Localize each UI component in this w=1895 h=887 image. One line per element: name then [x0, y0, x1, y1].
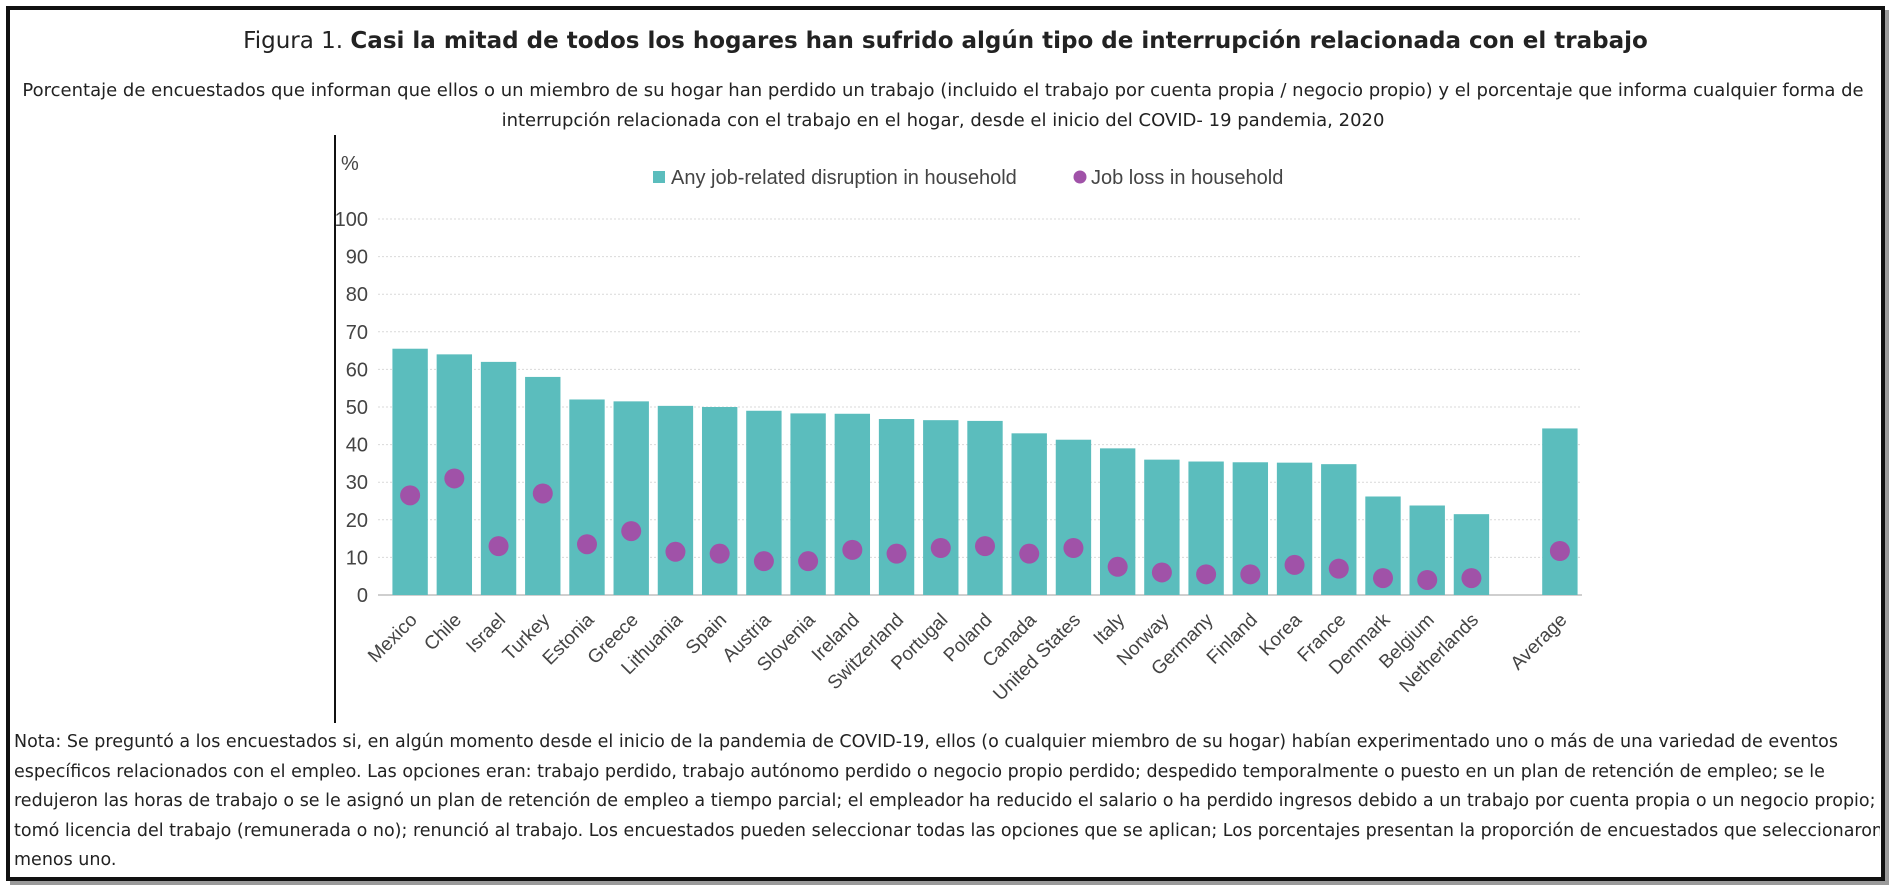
bar-greece: [613, 401, 649, 595]
point-switzerland: [886, 543, 907, 564]
point-netherlands: [1461, 568, 1482, 589]
bar-ireland: [834, 413, 871, 595]
bar-estonia: [569, 399, 605, 595]
note-line: redujeron las horas de trabajo o se le a…: [14, 791, 1876, 811]
point-france: [1328, 558, 1349, 579]
x-tick-label: Chile: [420, 610, 465, 655]
figure-title-bold: Casi la mitad de todos los hogares han s…: [350, 28, 1648, 54]
bar-switzerland: [878, 419, 915, 595]
note-line: específicos relacionados con el empleo. …: [14, 761, 1825, 782]
note-line: tomó licencia del trabajo (remunerada o …: [14, 820, 1880, 841]
legend-swatch-bar: [653, 171, 665, 183]
point-finland: [1240, 564, 1261, 585]
figure-frame: Figura 1. Casi la mitad de todos los hog…: [6, 6, 1885, 881]
x-tick-label: Mexico: [364, 610, 421, 667]
x-tick-label: Finland: [1203, 610, 1262, 669]
point-greece: [621, 521, 642, 542]
point-turkey: [532, 483, 553, 504]
bar-canada: [1011, 433, 1047, 595]
bar-korea: [1276, 462, 1313, 595]
y-tick-label: 50: [346, 397, 368, 419]
legend-swatch-point: [1073, 170, 1087, 184]
point-canada: [1019, 543, 1040, 564]
point-germany: [1196, 564, 1217, 585]
y-tick-label: 40: [346, 435, 368, 457]
point-lithuania: [665, 541, 686, 562]
figure-title-prefix: Figura 1.: [243, 28, 351, 54]
bar-spain: [701, 407, 738, 595]
point-israel: [488, 536, 509, 557]
y-axis-label: %: [341, 153, 359, 175]
note-line: menos uno.: [14, 850, 117, 870]
bar-portugal: [923, 420, 959, 595]
y-tick-label: 30: [346, 472, 368, 494]
y-tick-label: 100: [335, 209, 368, 231]
point-norway: [1151, 562, 1172, 583]
y-tick-label: 90: [346, 247, 368, 269]
legend-label-point: Job loss in household: [1091, 167, 1283, 189]
point-mexico: [400, 485, 421, 506]
point-average: [1549, 541, 1570, 562]
y-tick-label: 10: [346, 547, 368, 569]
figure-title: Figura 1. Casi la mitad de todos los hog…: [10, 28, 1881, 54]
point-belgium: [1417, 569, 1438, 590]
chart: %0102030405060708090100MexicoChileIsrael…: [334, 135, 1582, 723]
point-austria: [753, 551, 774, 572]
x-tick-label: Average: [1507, 610, 1572, 675]
point-estonia: [577, 534, 597, 555]
bar-lithuania: [657, 405, 694, 595]
bar-poland: [967, 420, 1003, 595]
point-slovenia: [798, 551, 819, 572]
y-tick-label: 80: [346, 284, 368, 306]
bar-average: [1542, 428, 1578, 595]
bar-united-states: [1055, 439, 1092, 595]
figure-note: Nota: Se preguntó a los encuestados si, …: [14, 728, 1880, 876]
point-denmark: [1373, 568, 1393, 589]
point-ireland: [842, 539, 863, 560]
note-line: Nota: Se preguntó a los encuestados si, …: [14, 732, 1838, 752]
point-portugal: [930, 538, 951, 558]
point-spain: [709, 543, 730, 564]
bar-israel: [480, 361, 517, 595]
point-poland: [975, 536, 995, 557]
point-chile: [444, 468, 465, 489]
figure-subtitle: Porcentaje de encuestados que informan q…: [22, 80, 1864, 131]
y-tick-label: 0: [357, 585, 368, 607]
x-tick-label: Italy: [1090, 609, 1130, 649]
legend-label-bar: Any job-related disruption in household: [671, 167, 1017, 189]
point-united-states: [1063, 538, 1084, 558]
bar-mexico: [392, 348, 428, 595]
point-korea: [1284, 554, 1305, 575]
y-tick-label: 60: [346, 359, 368, 381]
y-tick-label: 20: [346, 510, 368, 532]
y-tick-label: 70: [346, 322, 368, 344]
point-italy: [1107, 556, 1128, 577]
